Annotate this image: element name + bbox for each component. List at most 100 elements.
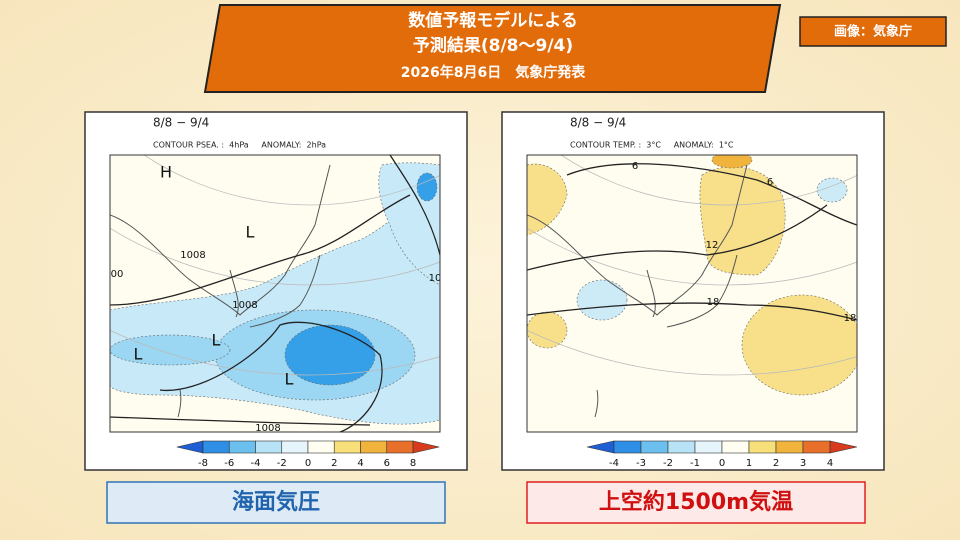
colorbar-label: -1 (690, 458, 700, 469)
contour-line (389, 155, 440, 256)
coastline (594, 389, 599, 418)
caption-box (526, 481, 866, 524)
coastline (229, 269, 239, 318)
colorbar-swatch (202, 440, 230, 454)
colorbar-swatch (386, 440, 414, 454)
contour-line (566, 163, 857, 226)
colorbar-swatch (694, 440, 723, 454)
credit-box (799, 16, 947, 47)
anomaly-area (816, 177, 848, 203)
coastline (646, 269, 656, 318)
colorbar-label: -2 (277, 458, 287, 469)
latitude-circle (143, 155, 440, 206)
coastline (249, 254, 321, 328)
colorbar-label: 4 (357, 458, 363, 469)
contour-label: 18 (844, 313, 857, 324)
header-banner (203, 4, 782, 93)
colorbar-swatch (640, 440, 669, 454)
map: H L 1008 00 1008 L L L 1008 10 (109, 154, 442, 434)
caption-box (106, 481, 446, 524)
colorbar-label: 4 (827, 458, 833, 469)
colorbar-swatch (412, 440, 440, 454)
contour-line (110, 194, 411, 306)
header-line: 数値予報モデルによる (408, 10, 578, 31)
map-period: 8/8 − 9/4 (570, 116, 626, 130)
colorbar-label: 1 (746, 458, 752, 469)
colorbar-label: 0 (719, 458, 725, 469)
contour-label: 12 (706, 240, 719, 251)
colorbar-swatch (333, 440, 361, 454)
contour-label: 18 (707, 297, 720, 308)
colorbar-label: -2 (663, 458, 673, 469)
contour-line (527, 302, 857, 321)
colorbar-label: -4 (251, 458, 261, 469)
contour-line (527, 204, 828, 271)
colorbar-swatch (228, 440, 256, 454)
anomaly-area (527, 311, 568, 349)
map: 6 6 12 18 18 (526, 154, 858, 433)
colorbar-label: 8 (410, 458, 416, 469)
map-frame (109, 154, 441, 433)
contour-label: L (246, 223, 255, 242)
header-line: 2026年8月6日 気象庁発表 (401, 64, 586, 81)
contour-label: 6 (632, 161, 638, 172)
map-frame (526, 154, 858, 433)
contour-label: 00 (111, 269, 124, 280)
map-layers: H L 1008 00 1008 L L L 1008 10 (110, 155, 442, 434)
coastline (177, 389, 182, 418)
credit: 画像：気象庁 (834, 24, 912, 40)
latitude-circle (110, 329, 440, 376)
contour-note: CONTOUR TEMP. : 3°C ANOMALY: 1°C (570, 141, 734, 150)
colorbar-label: 2 (331, 458, 337, 469)
latitude-circle (560, 155, 857, 206)
anomaly-area (416, 172, 438, 202)
colorbar-label: 6 (384, 458, 390, 469)
header-line: 予測結果(8/8～9/4) (413, 35, 573, 56)
anomaly-area (711, 155, 753, 169)
contour-label: H (160, 163, 172, 182)
coastline (110, 164, 331, 316)
colorbar-label: 3 (800, 458, 806, 469)
colorbar-label: 0 (305, 458, 311, 469)
colorbar-label: -8 (198, 458, 208, 469)
colorbar-swatch (748, 440, 777, 454)
colorbar-swatch (721, 440, 750, 454)
colorbar-swatch (360, 440, 388, 454)
colorbar-label: 2 (773, 458, 779, 469)
colorbar-swatch (281, 440, 309, 454)
latitude-circle (527, 329, 857, 376)
anomaly-area (284, 324, 376, 386)
anomaly-area (741, 294, 857, 396)
map-layers: 6 6 12 18 18 (527, 155, 857, 432)
colorbar-swatch (667, 440, 696, 454)
colorbar-label: -6 (224, 458, 234, 469)
contour-label: L (134, 345, 143, 364)
coastline (527, 164, 748, 316)
coastline (666, 254, 738, 328)
colorbar-swatch (307, 440, 335, 454)
colorbar-swatch (255, 440, 283, 454)
anomaly-area (576, 279, 628, 321)
colorbar-swatch (802, 440, 831, 454)
contour-line (159, 321, 383, 432)
contour-line (110, 416, 371, 426)
contour-label: L (212, 331, 221, 350)
anomaly-area (110, 334, 231, 366)
contour-label: 1008 (255, 423, 280, 434)
contour-label: 10 (429, 273, 442, 284)
colorbar-swatch (829, 440, 858, 454)
contour-label: 6 (767, 177, 773, 188)
contour-label: 1008 (232, 300, 257, 311)
caption: 上空約1500m気温 (599, 489, 793, 515)
anomaly-area (699, 166, 786, 276)
colorbar-swatch (613, 440, 642, 454)
colorbar-swatch (775, 440, 804, 454)
colorbar-label: -3 (636, 458, 646, 469)
contour-label: L (285, 370, 294, 389)
colorbar-label: -4 (609, 458, 619, 469)
contour-note: CONTOUR PSEA. : 4hPa ANOMALY: 2hPa (153, 141, 326, 150)
contour-label: 1008 (180, 250, 205, 261)
caption: 海面気圧 (232, 489, 320, 515)
map-period: 8/8 − 9/4 (153, 116, 209, 130)
